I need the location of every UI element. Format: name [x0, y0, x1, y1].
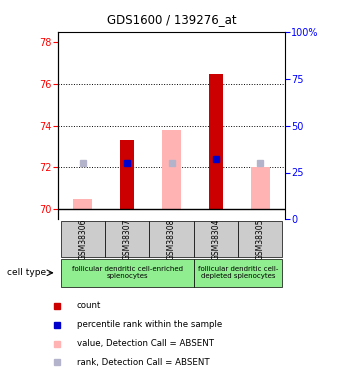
- Bar: [120, 140, 134, 209]
- Text: count: count: [77, 302, 101, 310]
- Bar: [209, 74, 223, 209]
- Text: GSM38304: GSM38304: [211, 218, 221, 260]
- Text: rank, Detection Call = ABSENT: rank, Detection Call = ABSENT: [77, 358, 210, 367]
- Bar: [60, 221, 105, 257]
- Text: follicular dendritic cell-
depleted splenocytes: follicular dendritic cell- depleted sple…: [198, 266, 278, 279]
- Text: cell type: cell type: [7, 268, 46, 278]
- Bar: [105, 221, 149, 257]
- Bar: [251, 167, 270, 209]
- Text: GSM38308: GSM38308: [167, 218, 176, 260]
- Bar: [238, 221, 283, 257]
- Text: GSM38306: GSM38306: [78, 218, 87, 260]
- Bar: [60, 259, 194, 287]
- Bar: [194, 259, 283, 287]
- Bar: [162, 130, 181, 209]
- Bar: [73, 198, 92, 209]
- Text: GSM38305: GSM38305: [256, 218, 265, 260]
- Text: GSM38307: GSM38307: [122, 218, 132, 260]
- Bar: [149, 221, 194, 257]
- Text: GDS1600 / 139276_at: GDS1600 / 139276_at: [107, 13, 236, 26]
- Text: follicular dendritic cell-enriched
splenocytes: follicular dendritic cell-enriched splen…: [72, 266, 182, 279]
- Text: value, Detection Call = ABSENT: value, Detection Call = ABSENT: [77, 339, 214, 348]
- Text: percentile rank within the sample: percentile rank within the sample: [77, 320, 222, 329]
- Bar: [194, 221, 238, 257]
